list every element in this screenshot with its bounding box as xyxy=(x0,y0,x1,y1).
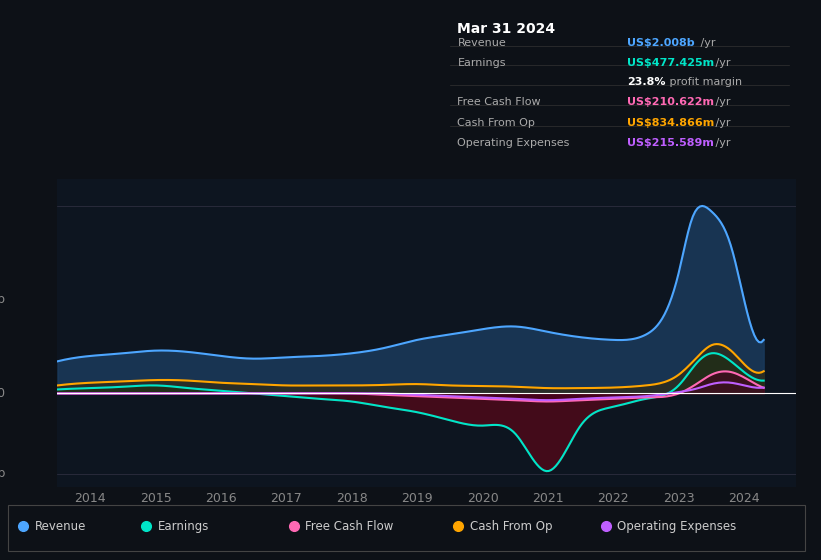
Text: /yr: /yr xyxy=(713,58,731,68)
Text: US$477.425m: US$477.425m xyxy=(627,58,714,68)
Text: -US$3b: -US$3b xyxy=(0,467,6,480)
Bar xyxy=(8,505,805,551)
Text: Operating Expenses: Operating Expenses xyxy=(457,138,570,148)
Text: US$2.008b: US$2.008b xyxy=(627,38,695,48)
Text: Revenue: Revenue xyxy=(34,520,86,533)
Text: Revenue: Revenue xyxy=(457,38,507,48)
Text: US$834.866m: US$834.866m xyxy=(627,118,714,128)
Text: Cash From Op: Cash From Op xyxy=(457,118,535,128)
Text: US$210.622m: US$210.622m xyxy=(627,97,714,108)
Text: Operating Expenses: Operating Expenses xyxy=(617,520,736,533)
Text: US$0: US$0 xyxy=(0,387,6,400)
Text: profit margin: profit margin xyxy=(666,77,742,87)
Text: US$7b: US$7b xyxy=(0,293,6,306)
Text: Free Cash Flow: Free Cash Flow xyxy=(305,520,394,533)
Text: Earnings: Earnings xyxy=(457,58,506,68)
Text: Free Cash Flow: Free Cash Flow xyxy=(457,97,541,108)
Text: US$215.589m: US$215.589m xyxy=(627,138,713,148)
Text: /yr: /yr xyxy=(713,138,731,148)
Text: 23.8%: 23.8% xyxy=(627,77,665,87)
Text: Earnings: Earnings xyxy=(158,520,209,533)
Text: /yr: /yr xyxy=(713,97,731,108)
Text: Cash From Op: Cash From Op xyxy=(470,520,552,533)
Text: Mar 31 2024: Mar 31 2024 xyxy=(457,22,556,36)
Text: /yr: /yr xyxy=(697,38,715,48)
Text: /yr: /yr xyxy=(713,118,731,128)
